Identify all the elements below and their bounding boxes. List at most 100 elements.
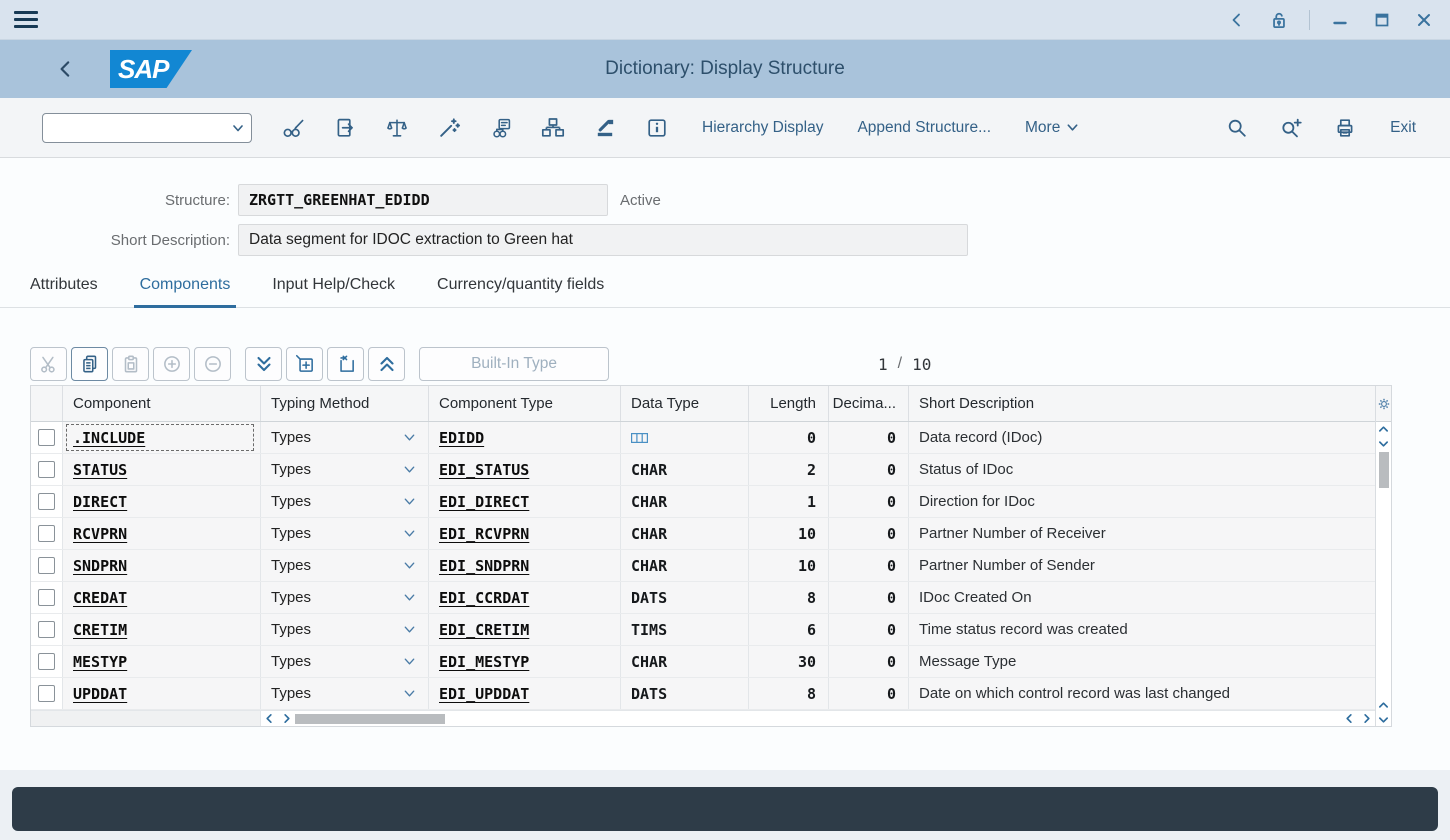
row-checkbox[interactable] <box>38 493 55 510</box>
component-type-link[interactable]: EDI_DIRECT <box>439 492 530 511</box>
component-type-link[interactable]: EDI_CCRDAT <box>439 588 530 607</box>
header-short-description[interactable]: Short Description <box>919 395 1035 412</box>
component-link[interactable]: RCVPRN <box>73 524 128 543</box>
scroll-down-icon[interactable] <box>1376 712 1391 726</box>
header-select-column[interactable] <box>31 386 63 421</box>
table-row[interactable]: MESTYP Types EDI_MESTYP CHAR 30 0 Messag… <box>31 646 1375 678</box>
scroll-right-icon[interactable] <box>278 711 295 726</box>
copy-icon[interactable] <box>71 347 108 381</box>
typing-method-select[interactable]: Types <box>261 518 429 549</box>
component-link[interactable]: CRETIM <box>73 620 128 639</box>
table-row[interactable]: SNDPRN Types EDI_SNDPRN CHAR 10 0 Partne… <box>31 550 1375 582</box>
component-type-link[interactable]: EDI_CRETIM <box>439 620 530 639</box>
table-row[interactable]: .INCLUDE Types EDIDD 0 0 Data record (ID… <box>31 422 1375 454</box>
table-row[interactable]: DIRECT Types EDI_DIRECT CHAR 1 0 Directi… <box>31 486 1375 518</box>
component-link[interactable]: MESTYP <box>73 652 128 671</box>
structure-field[interactable]: ZRGTT_GREENHAT_EDIDD <box>238 184 608 216</box>
print-icon[interactable] <box>1326 109 1364 147</box>
command-input[interactable] <box>51 119 231 136</box>
row-checkbox[interactable] <box>38 621 55 638</box>
component-type-link[interactable]: EDIDD <box>439 428 485 447</box>
row-checkbox[interactable] <box>38 557 55 574</box>
typing-method-select[interactable]: Types <box>261 550 429 581</box>
where-used-icon[interactable] <box>482 109 520 147</box>
collapse-all-icon[interactable] <box>368 347 405 381</box>
header-decimals[interactable]: Decima... <box>829 386 909 421</box>
horizontal-scrollbar[interactable] <box>31 710 1375 726</box>
cut-icon[interactable] <box>30 347 67 381</box>
scroll-up-icon[interactable] <box>1376 422 1391 436</box>
component-type-link[interactable]: EDI_MESTYP <box>439 652 530 671</box>
hscroll-thumb[interactable] <box>295 713 445 724</box>
component-type-link[interactable]: EDI_UPDDAT <box>439 684 530 703</box>
component-link[interactable]: CREDAT <box>73 588 128 607</box>
command-field[interactable] <box>42 112 252 143</box>
row-checkbox[interactable] <box>38 429 55 446</box>
paste-icon[interactable] <box>112 347 149 381</box>
chevron-down-icon[interactable] <box>403 559 416 572</box>
append-structure-button[interactable]: Append Structure... <box>857 118 992 136</box>
tab-components[interactable]: Components <box>130 270 241 308</box>
activate-wand-icon[interactable] <box>430 109 468 147</box>
table-row[interactable]: UPDDAT Types EDI_UPDDAT DATS 8 0 Date on… <box>31 678 1375 710</box>
hierarchy-display-button[interactable]: Hierarchy Display <box>702 118 824 136</box>
scroll-left-icon[interactable] <box>261 711 278 726</box>
chevron-down-icon[interactable] <box>403 687 416 700</box>
display-change-icon[interactable] <box>274 109 312 147</box>
row-checkbox[interactable] <box>38 589 55 606</box>
component-link[interactable]: STATUS <box>73 460 128 479</box>
table-settings-gear-icon[interactable] <box>1376 386 1391 422</box>
close-icon[interactable] <box>1412 8 1436 32</box>
delete-row-icon[interactable] <box>327 347 364 381</box>
hierarchy-icon[interactable] <box>534 109 572 147</box>
row-checkbox[interactable] <box>38 685 55 702</box>
typing-method-select[interactable]: Types <box>261 582 429 613</box>
compare-icon[interactable] <box>378 109 416 147</box>
scroll-down-icon[interactable] <box>1376 436 1391 450</box>
tab-input-help-check[interactable]: Input Help/Check <box>272 276 396 293</box>
component-link[interactable]: .INCLUDE <box>73 428 146 447</box>
typing-method-select[interactable]: Types <box>261 646 429 677</box>
chevron-down-icon[interactable] <box>403 527 416 540</box>
chevron-down-icon[interactable] <box>403 431 416 444</box>
unlock-icon[interactable] <box>1267 8 1291 32</box>
remove-row-icon[interactable] <box>194 347 231 381</box>
typing-method-select[interactable]: Types <box>261 454 429 485</box>
scroll-up-icon[interactable] <box>1376 698 1391 712</box>
header-component[interactable]: Component <box>63 386 261 421</box>
scroll-right-icon[interactable] <box>1358 711 1375 726</box>
component-type-link[interactable]: EDI_SNDPRN <box>439 556 530 575</box>
header-typing-method[interactable]: Typing Method <box>261 386 429 421</box>
copy-object-icon[interactable] <box>326 109 364 147</box>
component-link[interactable]: UPDDAT <box>73 684 128 703</box>
table-row[interactable]: CREDAT Types EDI_CCRDAT DATS 8 0 IDoc Cr… <box>31 582 1375 614</box>
scroll-left-icon[interactable] <box>1341 711 1358 726</box>
vertical-scrollbar[interactable] <box>1376 422 1391 726</box>
table-row[interactable]: RCVPRN Types EDI_RCVPRN CHAR 10 0 Partne… <box>31 518 1375 550</box>
find-next-icon[interactable] <box>1272 109 1310 147</box>
chevron-down-icon[interactable] <box>403 495 416 508</box>
exit-button[interactable]: Exit <box>1390 118 1416 136</box>
short-description-field[interactable]: Data segment for IDOC extraction to Gree… <box>238 224 968 256</box>
tab-currency-quantity-fields[interactable]: Currency/quantity fields <box>437 276 605 293</box>
table-row[interactable]: CRETIM Types EDI_CRETIM TIMS 6 0 Time st… <box>31 614 1375 646</box>
row-checkbox[interactable] <box>38 461 55 478</box>
add-row-icon[interactable] <box>153 347 190 381</box>
header-data-type[interactable]: Data Type <box>621 386 749 421</box>
component-link[interactable]: SNDPRN <box>73 556 128 575</box>
component-link[interactable]: DIRECT <box>73 492 128 511</box>
component-type-link[interactable]: EDI_STATUS <box>439 460 530 479</box>
find-icon[interactable] <box>1218 109 1256 147</box>
table-row[interactable]: STATUS Types EDI_STATUS CHAR 2 0 Status … <box>31 454 1375 486</box>
chevron-down-icon[interactable] <box>403 591 416 604</box>
chevron-down-icon[interactable] <box>403 655 416 668</box>
header-length[interactable]: Length <box>749 386 829 421</box>
tab-attributes[interactable]: Attributes <box>30 276 98 293</box>
insert-row-icon[interactable] <box>286 347 323 381</box>
minimize-icon[interactable] <box>1328 8 1352 32</box>
history-back-icon[interactable] <box>1225 8 1249 32</box>
typing-method-select[interactable]: Types <box>261 678 429 709</box>
chevron-down-icon[interactable] <box>403 623 416 636</box>
back-icon[interactable] <box>55 40 77 98</box>
chevron-down-icon[interactable] <box>231 121 245 135</box>
